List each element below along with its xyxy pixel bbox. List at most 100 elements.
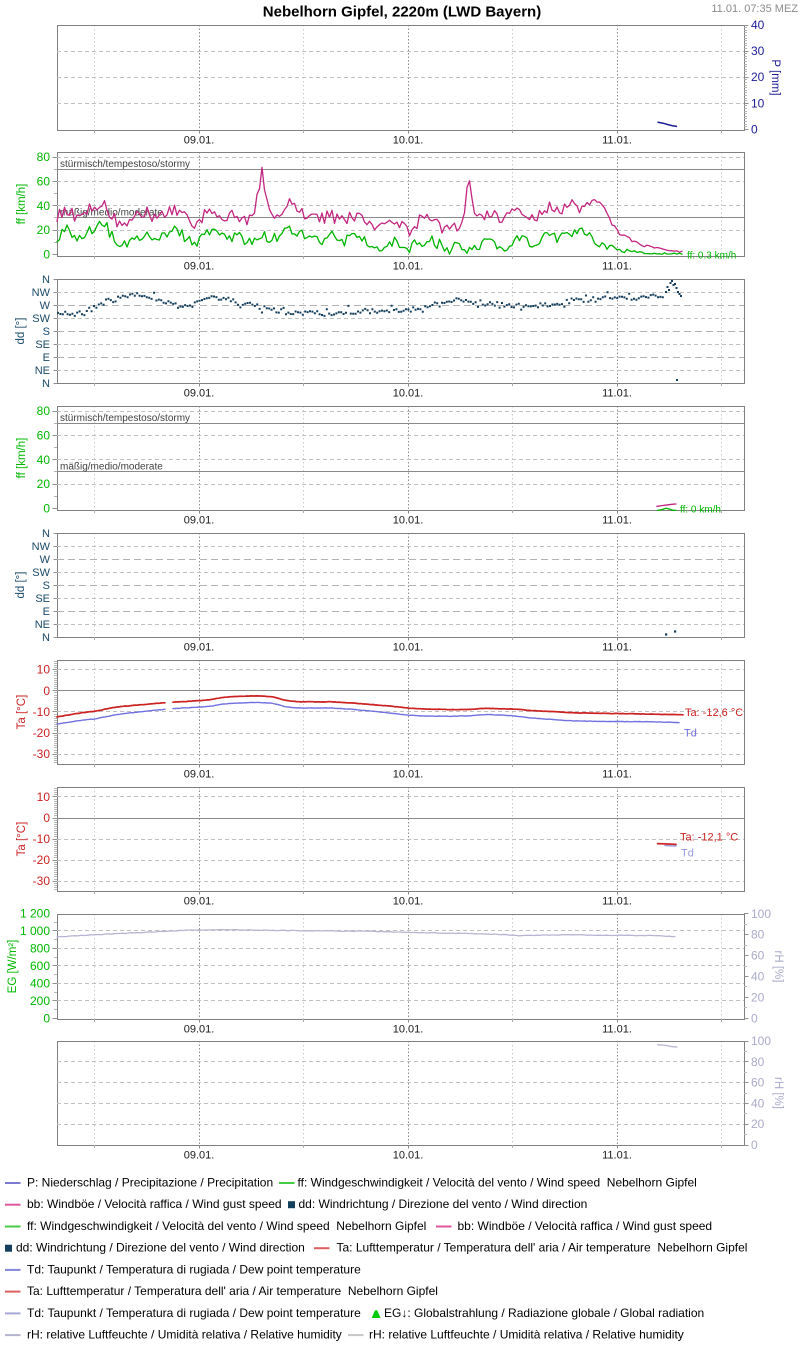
svg-text:dd: Windrichtung / Direzione d: dd: Windrichtung / Direzione del vento /… [299, 1197, 588, 1211]
svg-text:bb: Windböe / Velocità raffica: bb: Windböe / Velocità raffica / Wind gu… [458, 1219, 713, 1233]
svg-text:11.01.: 11.01. [602, 515, 632, 527]
svg-text:80: 80 [37, 404, 51, 418]
svg-text:10.01.: 10.01. [393, 1150, 424, 1162]
svg-text:09.01.: 09.01. [184, 261, 215, 273]
svg-text:E: E [43, 352, 50, 364]
svg-text:bb: Windböe / Velocità raffica: bb: Windböe / Velocità raffica / Wind gu… [27, 1197, 282, 1211]
svg-text:Ta: -12,1 °C: Ta: -12,1 °C [680, 832, 738, 844]
svg-text:10.01.: 10.01. [393, 642, 424, 654]
svg-text:20: 20 [37, 223, 51, 237]
svg-text:Ta: Lufttemperatur / Temperatu: Ta: Lufttemperatur / Temperatura dell' a… [337, 1241, 748, 1255]
svg-text:09.01.: 09.01. [184, 642, 215, 654]
svg-text:SE: SE [35, 339, 50, 351]
svg-text:-20: -20 [33, 726, 51, 740]
svg-text:ff: Windgeschwindigkeit / Velo: ff: Windgeschwindigkeit / Velocità del v… [27, 1219, 426, 1233]
svg-text:N: N [42, 528, 50, 540]
svg-text:ff: 0 km/h: ff: 0 km/h [680, 505, 721, 516]
svg-text:Ta [°C]: Ta [°C] [16, 822, 28, 857]
svg-text:rH: relative Luftfeuchte / Umi: rH: relative Luftfeuchte / Umidità relat… [369, 1328, 684, 1342]
svg-text:dd: Windrichtung / Direzione d: dd: Windrichtung / Direzione del vento /… [16, 1241, 305, 1255]
svg-text:SW: SW [32, 313, 50, 325]
svg-text:09.01.: 09.01. [184, 135, 215, 147]
svg-text:80: 80 [37, 150, 51, 164]
svg-text:Ta: -12,6 °C: Ta: -12,6 °C [685, 707, 743, 719]
svg-text:40: 40 [751, 970, 765, 984]
svg-text:NW: NW [32, 287, 51, 299]
svg-text:10.01.: 10.01. [393, 135, 424, 147]
svg-text:11.01.: 11.01. [602, 261, 632, 273]
svg-text:09.01.: 09.01. [184, 896, 215, 908]
svg-text:Td: Taupunkt / Temperatura di: Td: Taupunkt / Temperatura di rugiada / … [27, 1262, 361, 1276]
svg-text:stürmisch/tempestoso/stormy: stürmisch/tempestoso/stormy [60, 159, 190, 170]
svg-text:Ta [°C]: Ta [°C] [16, 695, 28, 730]
svg-text:400: 400 [30, 976, 50, 990]
svg-text:60: 60 [751, 949, 765, 963]
svg-text:ff [km/h]: ff [km/h] [16, 438, 28, 479]
svg-text:40: 40 [37, 199, 51, 213]
svg-text:EG [W/m²]: EG [W/m²] [7, 940, 19, 994]
svg-text:E: E [43, 606, 50, 618]
svg-text:mäßig/medio/moderate: mäßig/medio/moderate [60, 462, 163, 473]
svg-text:0: 0 [43, 684, 50, 698]
svg-text:11.01. 07:35 MEZ: 11.01. 07:35 MEZ [711, 3, 798, 15]
svg-text:rH [%]: rH [%] [772, 1077, 784, 1109]
svg-text:11.01.: 11.01. [602, 769, 632, 781]
svg-text:11.01.: 11.01. [602, 135, 632, 147]
svg-text:800: 800 [30, 941, 50, 955]
svg-text:20: 20 [751, 1117, 765, 1131]
svg-text:SW: SW [32, 567, 50, 579]
svg-text:ff: 0.3 km/h: ff: 0.3 km/h [687, 251, 736, 262]
svg-text:NW: NW [32, 541, 51, 553]
svg-text:mäßig/medio/moderate: mäßig/medio/moderate [60, 208, 163, 219]
svg-text:rH [%]: rH [%] [772, 951, 784, 983]
svg-text:30: 30 [751, 44, 765, 58]
svg-text:1 200: 1 200 [20, 907, 50, 921]
svg-text:-10: -10 [33, 832, 51, 846]
svg-text:dd [°]: dd [°] [15, 318, 27, 345]
svg-text:10.01.: 10.01. [393, 261, 424, 273]
svg-text:Td: Taupunkt / Temperatura di: Td: Taupunkt / Temperatura di rugiada / … [27, 1306, 361, 1320]
svg-text:0: 0 [751, 122, 758, 136]
svg-text:10.01.: 10.01. [393, 1024, 424, 1036]
svg-text:09.01.: 09.01. [184, 1150, 215, 1162]
svg-text:Td: Td [684, 728, 697, 740]
svg-text:W: W [40, 554, 51, 566]
svg-text:W: W [40, 300, 51, 312]
svg-text:0: 0 [43, 248, 50, 262]
svg-text:N: N [42, 378, 50, 390]
svg-text:20: 20 [751, 990, 765, 1004]
svg-text:ff: Windgeschwindigkeit / Velo: ff: Windgeschwindigkeit / Velocità del v… [298, 1176, 697, 1190]
svg-text:-10: -10 [33, 705, 51, 719]
svg-text:NE: NE [35, 365, 50, 377]
svg-text:09.01.: 09.01. [184, 388, 215, 400]
svg-text:0: 0 [751, 1011, 758, 1025]
svg-text:40: 40 [751, 18, 765, 32]
svg-text:0: 0 [43, 811, 50, 825]
svg-text:N: N [42, 274, 50, 286]
svg-text:40: 40 [751, 1096, 765, 1110]
svg-text:rH: relative Luftfeuchte / Umi: rH: relative Luftfeuchte / Umidità relat… [27, 1328, 342, 1342]
svg-text:10.01.: 10.01. [393, 769, 424, 781]
svg-text:60: 60 [37, 174, 51, 188]
svg-text:stürmisch/tempestoso/stormy: stürmisch/tempestoso/stormy [60, 413, 190, 424]
svg-text:10.01.: 10.01. [393, 896, 424, 908]
svg-text:-20: -20 [33, 853, 51, 867]
svg-text:-30: -30 [33, 747, 51, 761]
svg-text:11.01.: 11.01. [602, 896, 632, 908]
svg-text:80: 80 [751, 928, 765, 942]
svg-text:S: S [43, 580, 50, 592]
svg-text:09.01.: 09.01. [184, 1024, 215, 1036]
svg-text:P [mm]: P [mm] [769, 59, 781, 95]
svg-text:11.01.: 11.01. [602, 1150, 632, 1162]
svg-text:100: 100 [751, 1034, 771, 1048]
svg-text:200: 200 [30, 994, 50, 1008]
svg-text:NE: NE [35, 619, 50, 631]
svg-text:11.01.: 11.01. [602, 1024, 632, 1036]
svg-text:80: 80 [751, 1055, 765, 1069]
svg-text:-30: -30 [33, 874, 51, 888]
svg-text:ff [km/h]: ff [km/h] [16, 184, 28, 225]
svg-text:10.01.: 10.01. [393, 388, 424, 400]
svg-text:60: 60 [751, 1076, 765, 1090]
svg-text:600: 600 [30, 959, 50, 973]
svg-text:1 000: 1 000 [20, 924, 50, 938]
